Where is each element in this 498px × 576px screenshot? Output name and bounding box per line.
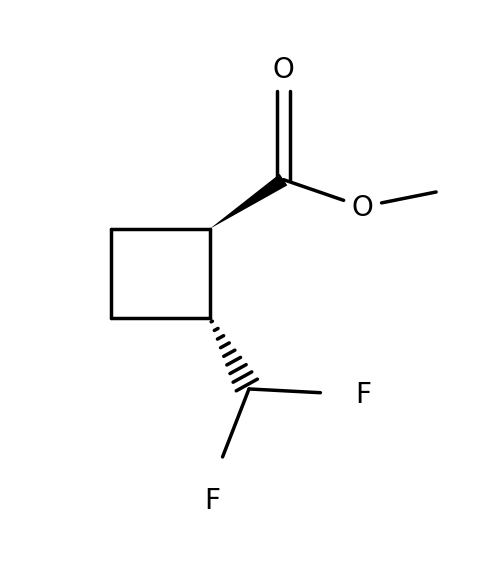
Polygon shape: [210, 174, 287, 229]
Text: F: F: [204, 487, 220, 516]
Text: F: F: [355, 381, 371, 409]
Text: O: O: [352, 194, 373, 222]
Text: O: O: [272, 56, 294, 84]
